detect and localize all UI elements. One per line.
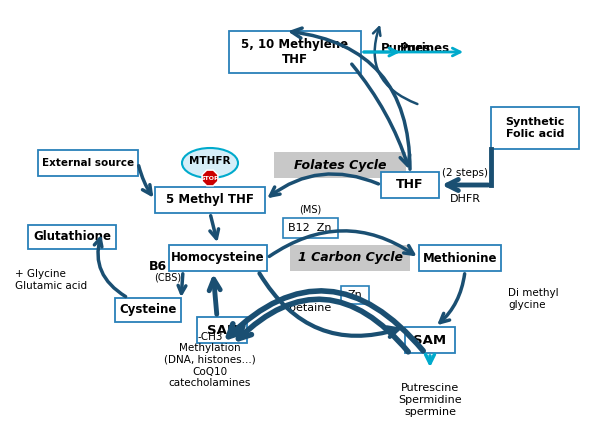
FancyBboxPatch shape: [491, 107, 579, 149]
Text: -CH3
Methylation
(DNA, histones...)
CoQ10
catecholamines: -CH3 Methylation (DNA, histones...) CoQ1…: [164, 332, 256, 388]
Text: Putrescine
Spermidine
spermine: Putrescine Spermidine spermine: [398, 384, 462, 417]
Text: DHFR: DHFR: [449, 194, 481, 204]
FancyBboxPatch shape: [290, 245, 410, 271]
FancyBboxPatch shape: [229, 31, 361, 73]
Text: B12  Zn: B12 Zn: [288, 223, 332, 233]
FancyBboxPatch shape: [155, 187, 265, 213]
FancyBboxPatch shape: [419, 245, 501, 271]
Text: MTHFR: MTHFR: [189, 156, 231, 166]
Text: (CBS): (CBS): [154, 273, 182, 283]
Text: (MS): (MS): [299, 205, 321, 215]
FancyBboxPatch shape: [274, 152, 406, 178]
Text: Folates Cycle: Folates Cycle: [294, 158, 386, 172]
Text: + Glycine
Glutamic acid: + Glycine Glutamic acid: [15, 269, 87, 291]
Text: Glutathione: Glutathione: [33, 231, 111, 244]
FancyBboxPatch shape: [28, 225, 116, 249]
FancyBboxPatch shape: [381, 172, 439, 198]
Text: Synthetic
Folic acid: Synthetic Folic acid: [505, 117, 565, 139]
Text: Methionine: Methionine: [423, 252, 497, 264]
Text: Di methyl
glycine: Di methyl glycine: [508, 288, 559, 310]
FancyBboxPatch shape: [169, 245, 267, 271]
Text: 5, 10 Methylene
THF: 5, 10 Methylene THF: [241, 38, 349, 66]
Text: SAM: SAM: [413, 334, 446, 347]
Text: B6: B6: [149, 260, 167, 273]
FancyBboxPatch shape: [115, 298, 181, 322]
Text: 1 Carbon Cycle: 1 Carbon Cycle: [298, 252, 403, 264]
Text: Purines: Purines: [381, 41, 431, 54]
FancyBboxPatch shape: [405, 327, 455, 353]
Text: THF: THF: [396, 178, 424, 191]
Text: External source: External source: [42, 158, 134, 168]
Ellipse shape: [182, 148, 238, 178]
FancyBboxPatch shape: [38, 150, 138, 176]
Text: betaine: betaine: [289, 303, 331, 313]
FancyBboxPatch shape: [341, 286, 369, 304]
Text: Cysteine: Cysteine: [119, 303, 176, 317]
FancyBboxPatch shape: [283, 218, 337, 238]
Text: Zn: Zn: [347, 290, 362, 300]
Text: Purines: Purines: [400, 42, 450, 55]
Text: Homocysteine: Homocysteine: [171, 252, 265, 264]
Text: 5 Methyl THF: 5 Methyl THF: [166, 194, 254, 206]
Text: STOP: STOP: [200, 175, 220, 181]
Text: SAH: SAH: [206, 323, 238, 336]
FancyBboxPatch shape: [197, 317, 247, 343]
Text: (2 steps): (2 steps): [442, 168, 488, 178]
